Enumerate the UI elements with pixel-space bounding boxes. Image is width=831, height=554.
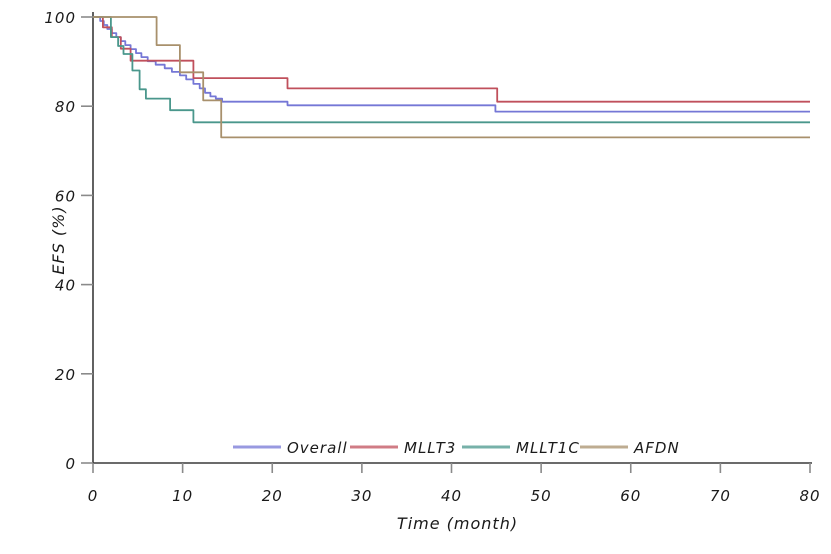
series-mllt1c-curve (93, 16, 810, 124)
y-axis-title: EFS (%) (49, 205, 68, 274)
x-tick-label: 20 (262, 487, 283, 505)
legend-item-mllt3: MLLT3 (350, 439, 456, 457)
y-tick-label: 20 (55, 366, 76, 384)
x-tick-label: 10 (172, 487, 193, 505)
x-tick-label: 30 (351, 487, 372, 505)
legend-item-overall: Overall (233, 439, 348, 457)
legend-item-mllt1c: MLLT1C (462, 439, 580, 457)
series-overall-curve (93, 16, 810, 113)
legend-label: MLLT3 (404, 439, 456, 457)
legend-item-afdn: AFDN (580, 439, 680, 457)
x-tick-label: 60 (620, 487, 641, 505)
legend-label: AFDN (633, 439, 680, 457)
x-tick-label: 40 (441, 487, 462, 505)
y-tick-label: 80 (55, 98, 76, 116)
y-tick-label: 100 (44, 9, 76, 27)
x-tick-label: 70 (710, 487, 731, 505)
y-tick-label: 40 (55, 277, 76, 295)
legend-label: MLLT1C (516, 439, 580, 457)
series-afdn-curve (93, 16, 810, 139)
y-tick-label: 60 (55, 187, 76, 205)
y-tick-label: 0 (65, 455, 76, 473)
legend-label: Overall (287, 439, 348, 457)
x-tick-label: 0 (88, 487, 99, 505)
x-tick-label: 80 (799, 487, 820, 505)
x-tick-label: 50 (531, 487, 552, 505)
x-axis-title: Time (month) (397, 514, 518, 533)
